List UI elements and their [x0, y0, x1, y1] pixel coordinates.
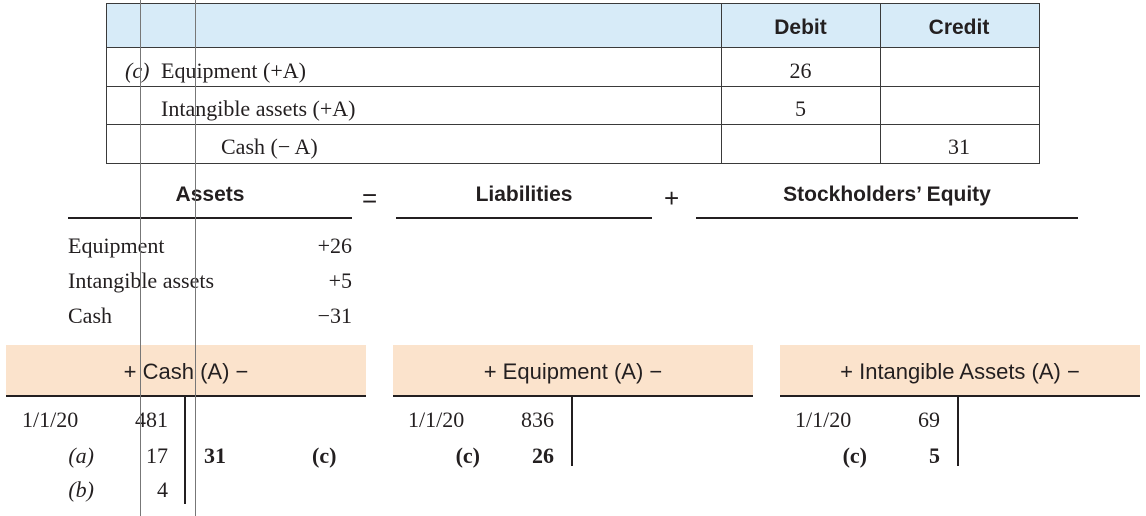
- asset-name: Equipment: [68, 233, 165, 258]
- t-account-divider: [957, 396, 959, 466]
- t-debit-amount: 26: [532, 443, 554, 468]
- equity-rule: [696, 217, 1078, 219]
- t-account-intangible-header: + Intangible Assets (A) −: [780, 345, 1140, 395]
- asset-amount: +26: [317, 233, 352, 258]
- asset-amount: −31: [317, 303, 352, 328]
- t-debit-amount: 69: [918, 407, 940, 432]
- account-name: Cash (− A): [221, 134, 318, 159]
- t-account-rule: [393, 395, 753, 397]
- guide-line: [195, 0, 196, 516]
- t-debit-amount: 836: [521, 407, 554, 432]
- t-entry-label: 1/1/20: [408, 407, 465, 432]
- assets-rule: [68, 217, 352, 219]
- row-divider: [107, 86, 1039, 87]
- t-account-rule: [780, 395, 1140, 397]
- journal-entry-table: Debit Credit (c) Equipment (+A) 26 Intan…: [106, 3, 1040, 164]
- t-account-rule: [6, 395, 366, 397]
- credit-amount: 31: [948, 134, 970, 159]
- t-entry-label: (c): [842, 443, 867, 468]
- t-entry-label: 1/1/20: [795, 407, 852, 432]
- column-divider: [880, 4, 881, 163]
- guide-line: [140, 0, 141, 516]
- journal-header-row: [107, 4, 1039, 48]
- plus-sign: +: [664, 183, 680, 213]
- column-divider: [721, 4, 722, 163]
- t-debit-amount: 17: [146, 443, 168, 468]
- equity-heading: Stockholders’ Equity: [783, 183, 991, 206]
- account-name: Intangible assets (+A): [161, 96, 356, 121]
- t-account-divider: [571, 396, 573, 466]
- t-account-equipment-header: + Equipment (A) −: [393, 345, 753, 395]
- t-account-cash-header: + Cash (A) −: [6, 345, 366, 395]
- debit-header: Debit: [774, 16, 827, 39]
- t-entry-label: (c): [455, 443, 480, 468]
- liabilities-rule: [396, 217, 652, 219]
- entry-label: (c): [125, 58, 150, 83]
- assets-heading: Assets: [175, 183, 245, 206]
- row-divider: [107, 124, 1039, 125]
- t-debit-amount: 481: [135, 407, 168, 432]
- asset-amount: +5: [328, 268, 352, 293]
- t-credit-label: (c): [312, 443, 337, 468]
- liabilities-heading: Liabilities: [475, 183, 573, 206]
- t-account-divider: [184, 396, 186, 504]
- t-entry-label: (a): [68, 443, 94, 468]
- t-debit-amount: 5: [929, 443, 940, 468]
- account-name: Equipment (+A): [161, 58, 306, 83]
- t-debit-amount: 4: [157, 477, 168, 502]
- equals-sign: =: [362, 183, 378, 213]
- t-entry-label: 1/1/20: [22, 407, 79, 432]
- t-credit-amount: 31: [204, 443, 226, 468]
- asset-name: Intangible assets: [68, 268, 215, 293]
- asset-name: Cash: [68, 303, 112, 328]
- debit-amount: 26: [789, 58, 812, 83]
- debit-amount: 5: [795, 96, 806, 121]
- t-entry-label: (b): [68, 477, 94, 502]
- credit-header: Credit: [928, 16, 990, 39]
